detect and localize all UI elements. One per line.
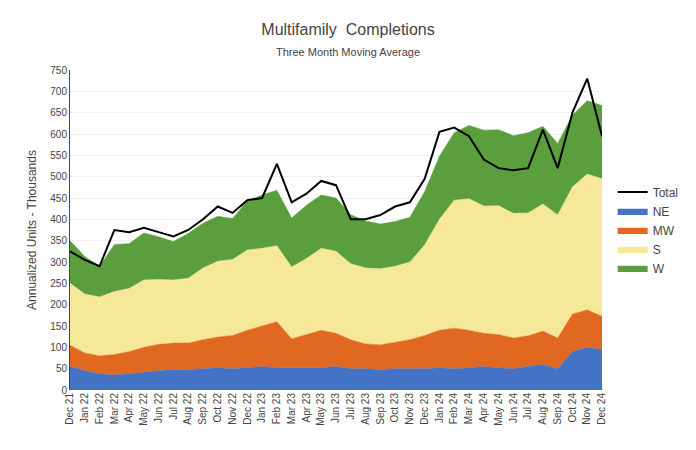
svg-text:Total: Total bbox=[653, 186, 678, 200]
svg-text:Feb 24: Feb 24 bbox=[448, 393, 459, 425]
svg-text:Jan 24: Jan 24 bbox=[434, 393, 445, 423]
svg-text:700: 700 bbox=[50, 86, 67, 97]
svg-text:Mar 24: Mar 24 bbox=[463, 393, 474, 425]
svg-text:250: 250 bbox=[50, 278, 67, 289]
svg-text:Sep 23: Sep 23 bbox=[375, 393, 386, 425]
svg-text:Aug 23: Aug 23 bbox=[360, 393, 371, 425]
svg-text:Apr 24: Apr 24 bbox=[478, 393, 489, 423]
svg-text:Dec 23: Dec 23 bbox=[419, 393, 430, 425]
svg-text:S: S bbox=[653, 243, 661, 257]
svg-text:Mar 23: Mar 23 bbox=[286, 393, 297, 425]
svg-text:Nov 24: Nov 24 bbox=[581, 393, 592, 425]
svg-text:600: 600 bbox=[50, 129, 67, 140]
svg-text:Jul 23: Jul 23 bbox=[345, 393, 356, 420]
svg-text:100: 100 bbox=[50, 342, 67, 353]
svg-text:Apr 22: Apr 22 bbox=[123, 393, 134, 423]
svg-text:Jun 22: Jun 22 bbox=[153, 393, 164, 423]
svg-text:Oct 23: Oct 23 bbox=[389, 393, 400, 423]
svg-text:Jun 24: Jun 24 bbox=[508, 393, 519, 423]
svg-text:Dec 22: Dec 22 bbox=[242, 393, 253, 425]
svg-text:300: 300 bbox=[50, 257, 67, 268]
svg-text:Dec 24: Dec 24 bbox=[596, 393, 607, 425]
svg-text:0: 0 bbox=[61, 385, 67, 396]
svg-text:150: 150 bbox=[50, 321, 67, 332]
svg-text:Feb 22: Feb 22 bbox=[94, 393, 105, 425]
svg-text:Nov 22: Nov 22 bbox=[227, 393, 238, 425]
svg-text:Dec 21: Dec 21 bbox=[64, 393, 75, 425]
svg-text:Multifamily Completions: Multifamily Completions bbox=[261, 21, 434, 38]
svg-text:550: 550 bbox=[50, 150, 67, 161]
svg-text:Apr 23: Apr 23 bbox=[301, 393, 312, 423]
svg-text:Sep 22: Sep 22 bbox=[197, 393, 208, 425]
svg-text:Jun 23: Jun 23 bbox=[330, 393, 341, 423]
svg-text:200: 200 bbox=[50, 299, 67, 310]
svg-text:450: 450 bbox=[50, 193, 67, 204]
svg-text:MW: MW bbox=[653, 224, 675, 238]
svg-text:Jan 22: Jan 22 bbox=[79, 393, 90, 423]
svg-text:Mar 22: Mar 22 bbox=[109, 393, 120, 425]
svg-text:May 23: May 23 bbox=[315, 393, 326, 426]
svg-text:Nov 23: Nov 23 bbox=[404, 393, 415, 425]
svg-text:Oct 22: Oct 22 bbox=[212, 393, 223, 423]
svg-text:W: W bbox=[653, 262, 665, 276]
svg-text:50: 50 bbox=[56, 363, 68, 374]
svg-text:Aug 22: Aug 22 bbox=[182, 393, 193, 425]
svg-text:May 22: May 22 bbox=[138, 393, 149, 426]
svg-text:Jan 23: Jan 23 bbox=[256, 393, 267, 423]
svg-text:May 24: May 24 bbox=[493, 393, 504, 426]
svg-text:Aug 24: Aug 24 bbox=[537, 393, 548, 425]
svg-text:Feb 23: Feb 23 bbox=[271, 393, 282, 425]
svg-text:Jul 24: Jul 24 bbox=[522, 393, 533, 420]
svg-text:650: 650 bbox=[50, 107, 67, 118]
svg-text:500: 500 bbox=[50, 171, 67, 182]
svg-text:Sep 24: Sep 24 bbox=[552, 393, 563, 425]
svg-text:400: 400 bbox=[50, 214, 67, 225]
svg-text:Oct 24: Oct 24 bbox=[567, 393, 578, 423]
svg-text:Annualized Units - Thousands: Annualized Units - Thousands bbox=[25, 150, 39, 310]
svg-text:350: 350 bbox=[50, 235, 67, 246]
svg-text:NE: NE bbox=[653, 205, 670, 219]
svg-text:750: 750 bbox=[50, 65, 67, 76]
svg-text:Three Month Moving Average: Three Month Moving Average bbox=[276, 46, 420, 58]
svg-text:Jul 22: Jul 22 bbox=[168, 393, 179, 420]
